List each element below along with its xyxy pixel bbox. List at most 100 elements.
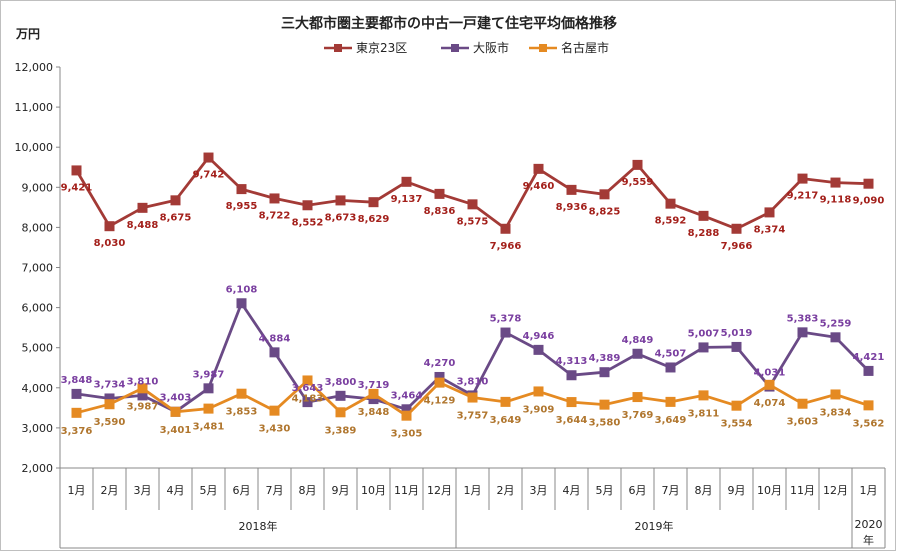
data-point	[764, 207, 775, 218]
data-point	[632, 348, 643, 359]
data-point	[698, 390, 709, 401]
y-tick-label: 2,000	[22, 462, 54, 475]
data-label: 3,590	[94, 417, 126, 428]
data-point	[368, 388, 379, 399]
data-point	[599, 399, 610, 410]
data-point	[500, 396, 511, 407]
data-label: 3,811	[688, 408, 720, 419]
data-label: 5,007	[688, 328, 720, 339]
x-tick-label: 6月	[233, 484, 251, 497]
y-tick-label: 7,000	[22, 262, 54, 275]
data-point	[401, 410, 412, 421]
data-point	[170, 406, 181, 417]
x-tick-label: 12月	[823, 484, 848, 497]
data-point	[533, 344, 544, 355]
data-label: 3,834	[820, 407, 852, 418]
legend-marker	[451, 44, 459, 52]
data-point	[797, 398, 808, 409]
data-label: 3,987	[193, 369, 225, 380]
data-label: 3,430	[259, 424, 291, 435]
x-tick-label: 2月	[101, 484, 119, 497]
data-point	[236, 388, 247, 399]
y-tick-label: 8,000	[22, 221, 54, 234]
data-label: 3,810	[127, 376, 159, 387]
data-label: 3,481	[193, 422, 225, 433]
data-label: 3,562	[853, 418, 885, 429]
data-point	[335, 195, 346, 206]
data-point	[302, 397, 313, 408]
data-point	[698, 342, 709, 353]
data-point	[665, 198, 676, 209]
data-label: 8,675	[160, 212, 192, 223]
data-point	[302, 200, 313, 211]
year-label-line: 2020	[855, 518, 883, 531]
data-point	[104, 399, 115, 410]
y-tick-label: 4,000	[22, 382, 54, 395]
data-label: 3,848	[61, 375, 93, 386]
data-label: 3,649	[655, 415, 687, 426]
data-label: 5,383	[787, 313, 819, 324]
data-point	[434, 377, 445, 388]
x-tick-label: 10月	[757, 484, 782, 497]
data-label: 3,305	[391, 429, 423, 440]
data-point	[764, 379, 775, 390]
x-tick-label: 4月	[563, 484, 581, 497]
data-point	[137, 202, 148, 213]
legend-entry: 大阪市	[473, 40, 509, 55]
data-point	[566, 184, 577, 195]
data-point	[368, 394, 379, 405]
data-point	[830, 177, 841, 188]
legend-entry: 名古屋市	[561, 40, 609, 55]
data-label: 3,853	[226, 407, 258, 418]
data-point	[830, 389, 841, 400]
data-point	[797, 327, 808, 338]
data-label: 8,374	[754, 224, 786, 235]
data-label: 3,649	[490, 415, 522, 426]
data-point	[335, 407, 346, 418]
data-label: 3,401	[160, 425, 192, 436]
data-point	[533, 163, 544, 174]
data-label: 8,552	[292, 217, 324, 228]
x-tick-label: 1月	[464, 484, 482, 497]
data-label: 3,464	[391, 390, 423, 401]
data-point	[599, 367, 610, 378]
data-point	[467, 392, 478, 403]
data-point	[269, 405, 280, 416]
data-point	[533, 386, 544, 397]
data-label: 9,217	[787, 191, 819, 202]
data-label: 7,966	[490, 241, 522, 252]
x-tick-label: 4月	[167, 484, 185, 497]
y-tick-label: 3,000	[22, 422, 54, 435]
data-label: 3,987	[127, 401, 159, 412]
data-label: 3,644	[556, 415, 588, 426]
y-tick-label: 10,000	[15, 141, 54, 154]
data-label: 4,313	[556, 356, 588, 367]
data-label: 8,592	[655, 216, 687, 227]
data-label: 4,849	[622, 335, 654, 346]
data-point	[632, 392, 643, 403]
data-point	[863, 400, 874, 411]
x-tick-label: 9月	[728, 484, 746, 497]
data-label: 8,836	[424, 206, 456, 217]
data-label: 3,800	[325, 377, 357, 388]
data-label: 4,946	[523, 331, 555, 342]
y-axis: 2,000 3,000 4,000 5,000 6,000 7,000 8,000 9,000…	[15, 61, 61, 475]
data-label: 8,629	[358, 214, 390, 225]
data-label: 3,734	[94, 379, 126, 390]
data-point	[566, 397, 577, 408]
data-label: 3,603	[787, 417, 819, 428]
data-label: 5,019	[721, 328, 753, 339]
data-label: 3,376	[61, 426, 93, 437]
chart-title: 三大都市圏主要都市の中古一戸建て住宅平均価格推移	[281, 15, 617, 32]
data-label: 9,118	[820, 195, 852, 206]
x-tick-label: 11月	[790, 484, 815, 497]
data-point	[731, 400, 742, 411]
data-label: 3,810	[457, 376, 489, 387]
data-label: 8,288	[688, 228, 720, 239]
data-label: 4,884	[259, 333, 291, 344]
data-label: 9,742	[193, 170, 225, 181]
x-tick-label: 12月	[427, 484, 452, 497]
data-label: 9,559	[622, 177, 654, 188]
data-point	[863, 178, 874, 189]
data-label: 8,488	[127, 220, 159, 231]
